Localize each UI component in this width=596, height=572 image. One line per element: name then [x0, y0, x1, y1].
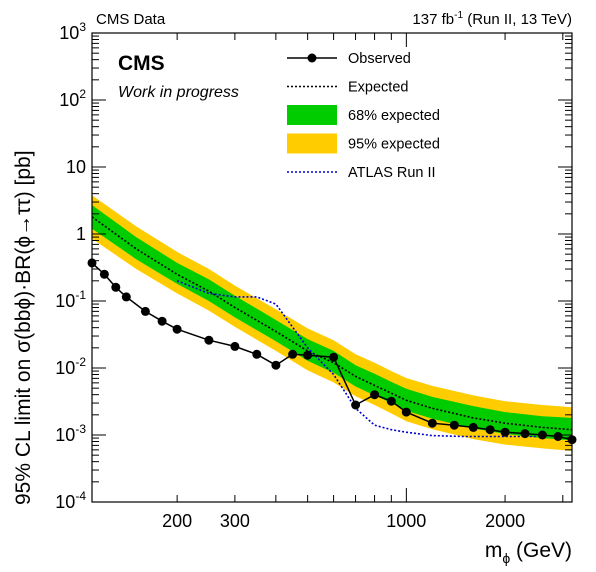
observed-point	[157, 316, 167, 326]
observed-point	[370, 390, 380, 400]
work-in-progress-label: Work in progress	[118, 84, 239, 101]
y-tick-label: 10-1	[55, 288, 86, 311]
y-tick-label: 10-4	[55, 489, 86, 512]
y-tick-label: 10-2	[55, 355, 86, 378]
observed-point	[111, 282, 121, 292]
y-tick-label: 1	[76, 224, 86, 244]
axis-ticks	[92, 32, 572, 503]
y-tick-label: 103	[59, 20, 86, 43]
observed-point	[537, 430, 547, 440]
observed-point	[252, 349, 262, 359]
legend-band-swatch	[287, 105, 337, 125]
observed-point	[468, 422, 478, 432]
observed-point	[140, 306, 150, 316]
x-tick-label: 300	[220, 511, 250, 531]
expected-line	[91, 216, 573, 431]
x-tick-label: 1000	[386, 511, 426, 531]
observed-point	[553, 432, 563, 441]
observed-point	[204, 335, 214, 345]
observed-point	[172, 324, 182, 334]
legend-observed-marker	[307, 53, 317, 63]
observed-point	[288, 349, 298, 359]
legend-label: 68% expected	[348, 108, 440, 124]
header-left: CMS Data	[96, 11, 166, 28]
observed-point	[351, 400, 361, 410]
band-68-expected	[92, 205, 572, 441]
header-right: 137 fb-1 (Run II, 13 TeV)	[412, 10, 572, 28]
y-axis-title: 95% CL limit on σ(bbϕ)·BR(ϕ→ττ) [pb]	[12, 150, 35, 505]
observed-point	[500, 427, 510, 437]
observed-point	[329, 352, 339, 362]
axis-tick-labels: 200 300 1000 2000 10-4 10-3 10-2 10-1 1 10 102 103	[55, 20, 525, 531]
legend-label: 95% expected	[348, 137, 440, 153]
observed-point	[401, 407, 411, 417]
legend-label: ATLAS Run II	[348, 165, 436, 181]
observed-point	[386, 396, 396, 406]
cms-label: CMS	[118, 52, 165, 75]
observed-point	[121, 292, 131, 302]
x-tick-label: 200	[162, 511, 192, 531]
legend-label: Expected	[348, 80, 408, 96]
legend-band-swatch	[287, 133, 337, 154]
y-tick-label: 10	[66, 157, 86, 177]
legend: Observed Expected 68% expected 95% expected…	[287, 51, 440, 181]
x-axis-title: mϕ (GeV)	[485, 539, 572, 566]
observed-point	[449, 420, 459, 430]
x-tick-label: 2000	[485, 511, 525, 531]
observed-point	[520, 429, 530, 439]
observed-point	[485, 425, 495, 435]
observed-point	[303, 350, 313, 360]
observed-point	[99, 269, 109, 279]
y-tick-label: 102	[59, 87, 86, 110]
y-tick-label: 10-3	[55, 422, 86, 445]
observed-point	[230, 341, 240, 351]
plot-frame	[91, 32, 573, 503]
observed-point	[271, 360, 281, 370]
observed-point	[427, 418, 437, 428]
legend-label: Observed	[348, 51, 411, 67]
